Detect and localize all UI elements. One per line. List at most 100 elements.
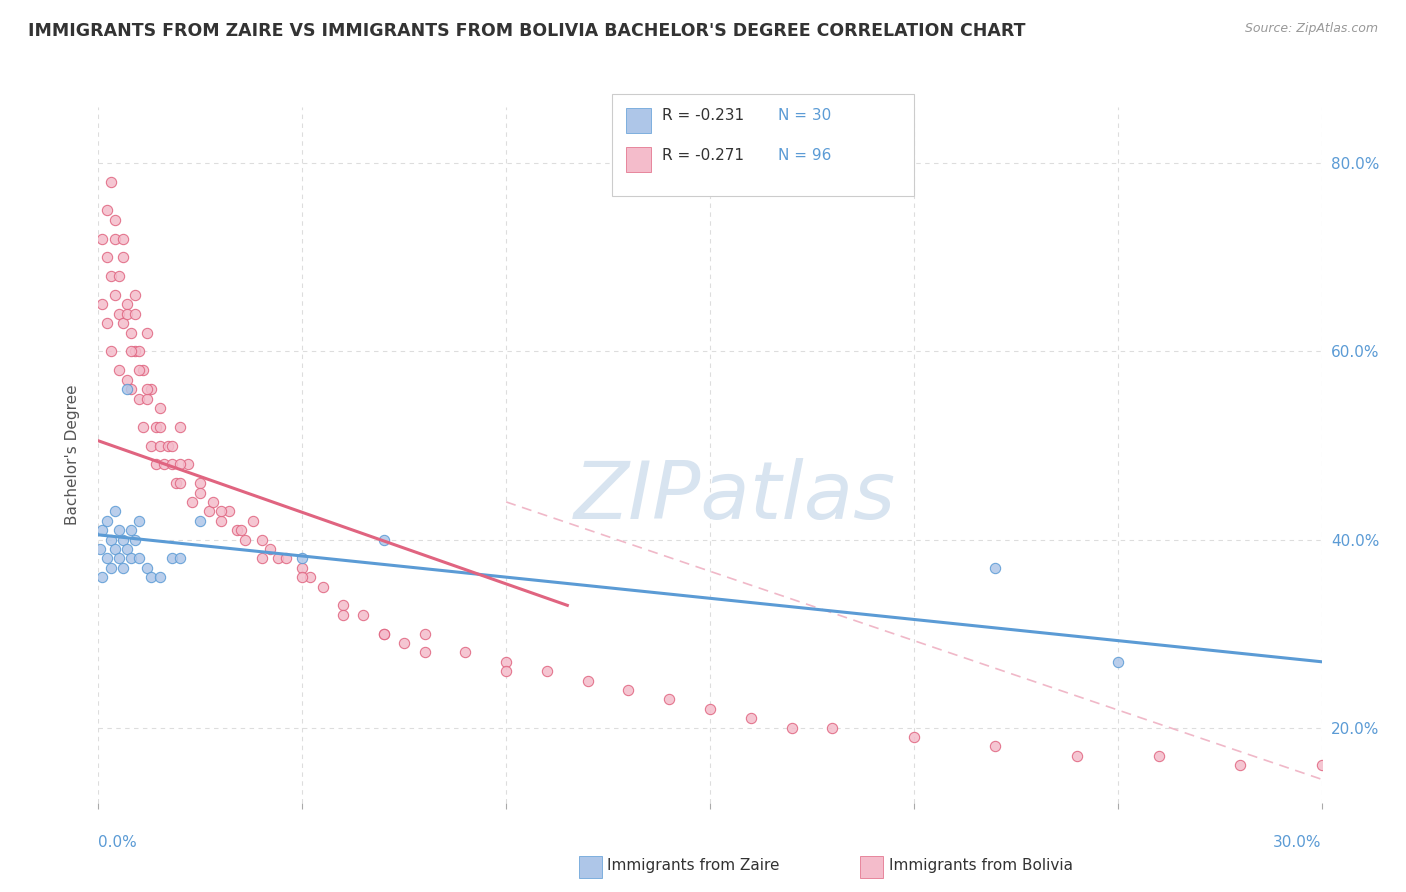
Point — [821, 721, 844, 735]
Point — [1066, 748, 1088, 763]
Point — [218, 504, 240, 518]
Point — [100, 344, 122, 359]
Point — [188, 485, 212, 500]
Point — [100, 560, 122, 574]
Point — [104, 541, 127, 556]
Point — [149, 570, 172, 584]
Point — [91, 297, 114, 311]
Point — [299, 570, 322, 584]
Point — [495, 655, 517, 669]
Point — [108, 363, 131, 377]
Point — [209, 514, 232, 528]
Point — [115, 541, 138, 556]
Point — [392, 636, 416, 650]
Point — [145, 419, 167, 434]
Text: ZIPatlas: ZIPatlas — [574, 458, 896, 536]
Point — [96, 316, 118, 330]
Point — [128, 392, 150, 406]
Point — [160, 551, 183, 566]
Point — [291, 560, 314, 574]
Point — [152, 458, 174, 472]
Point — [160, 438, 183, 452]
Point — [181, 495, 204, 509]
Point — [536, 664, 558, 678]
Point — [136, 326, 159, 340]
Point — [141, 570, 163, 584]
Text: R = -0.231: R = -0.231 — [662, 109, 744, 123]
Point — [96, 203, 118, 218]
Point — [108, 523, 131, 537]
Point — [169, 476, 191, 491]
Point — [100, 269, 122, 284]
Point — [149, 419, 172, 434]
Point — [115, 307, 138, 321]
Point — [209, 504, 232, 518]
Point — [91, 232, 114, 246]
Point — [128, 344, 150, 359]
Point — [165, 476, 187, 491]
Point — [1147, 748, 1170, 763]
Point — [91, 523, 114, 537]
Point — [89, 541, 111, 556]
Text: 30.0%: 30.0% — [1274, 836, 1322, 850]
Point — [231, 523, 253, 537]
Point — [780, 721, 803, 735]
Point — [128, 514, 150, 528]
Point — [104, 504, 127, 518]
Point — [136, 392, 159, 406]
Point — [108, 269, 131, 284]
Point — [149, 401, 172, 415]
Point — [115, 382, 138, 396]
Point — [124, 533, 146, 547]
Text: IMMIGRANTS FROM ZAIRE VS IMMIGRANTS FROM BOLIVIA BACHELOR'S DEGREE CORRELATION C: IMMIGRANTS FROM ZAIRE VS IMMIGRANTS FROM… — [28, 22, 1025, 40]
Point — [250, 551, 273, 566]
Point — [576, 673, 599, 688]
Point — [132, 363, 155, 377]
Point — [373, 533, 395, 547]
Point — [1229, 758, 1251, 772]
Point — [903, 730, 925, 744]
Point — [100, 175, 122, 189]
Point — [188, 514, 212, 528]
Point — [312, 580, 335, 594]
Point — [141, 382, 163, 396]
Point — [124, 307, 146, 321]
Point — [201, 495, 224, 509]
Point — [259, 541, 281, 556]
Point — [233, 533, 256, 547]
Point — [373, 626, 395, 640]
Point — [120, 551, 142, 566]
Point — [332, 607, 354, 622]
Point — [136, 560, 159, 574]
Point — [352, 607, 374, 622]
Y-axis label: Bachelor's Degree: Bachelor's Degree — [65, 384, 80, 525]
Point — [274, 551, 297, 566]
Point — [132, 419, 155, 434]
Text: R = -0.271: R = -0.271 — [662, 148, 744, 162]
Point — [267, 551, 290, 566]
Point — [128, 551, 150, 566]
Point — [332, 599, 354, 613]
Point — [96, 251, 118, 265]
Point — [128, 363, 150, 377]
Point — [120, 523, 142, 537]
Point — [188, 476, 212, 491]
Point — [111, 232, 134, 246]
Text: Source: ZipAtlas.com: Source: ZipAtlas.com — [1244, 22, 1378, 36]
Point — [197, 504, 219, 518]
Point — [104, 212, 127, 227]
Point — [108, 551, 131, 566]
Point — [291, 570, 314, 584]
Point — [120, 344, 142, 359]
Point — [111, 560, 134, 574]
Point — [96, 551, 118, 566]
Text: 0.0%: 0.0% — [98, 836, 138, 850]
Text: N = 96: N = 96 — [778, 148, 831, 162]
Point — [242, 514, 264, 528]
Point — [658, 692, 681, 706]
Point — [699, 702, 721, 716]
Point — [111, 316, 134, 330]
Point — [169, 551, 191, 566]
Point — [413, 626, 436, 640]
Point — [100, 533, 122, 547]
